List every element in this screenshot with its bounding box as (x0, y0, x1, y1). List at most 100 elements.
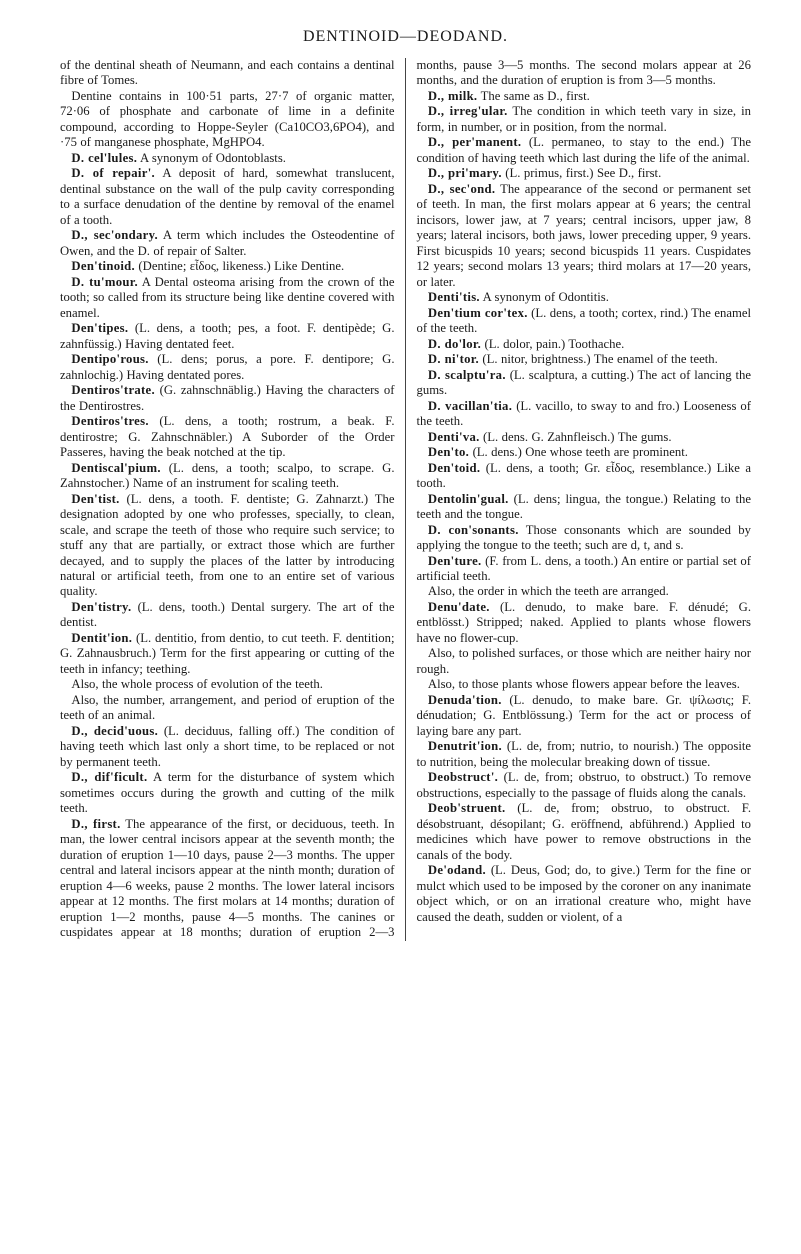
entry: Denu'date. (L. denudo, to make bare. F. … (417, 600, 752, 646)
headword: Den'tium cor'tex. (428, 306, 528, 320)
entry: Deobstruct'. (L. de, from; obstruo, to o… (417, 770, 752, 801)
entry: Dentolin'gual. (L. dens; lingua, the ton… (417, 492, 752, 523)
headword: De'odand. (428, 863, 486, 877)
entry: Den'toid. (L. dens, a tooth; Gr. εἶδος, … (417, 461, 752, 492)
entry: of the dentinal sheath of Neumann, and e… (60, 58, 395, 89)
entry-text: Also, the whole process of evolution of … (71, 677, 323, 691)
entry: D., sec'ond. The appearance of the secon… (417, 182, 752, 290)
headword: D., irreg'ular. (428, 104, 508, 118)
entry-text: (L. nitor, brightness.) The enamel of th… (479, 352, 718, 366)
entry: De'odand. (L. Deus, God; do, to give.) T… (417, 863, 752, 925)
entry: Den'to. (L. dens.) One whose teeth are p… (417, 445, 752, 460)
headword: D., pri'mary. (428, 166, 502, 180)
entry-text: A synonym of Odontoblasts. (137, 151, 286, 165)
entry: Dentiros'trate. (G. zahnschnäblig.) Havi… (60, 383, 395, 414)
headword: D. con'sonants. (428, 523, 519, 537)
headword: D. tu'mour. (71, 275, 138, 289)
entry: D., irreg'ular. The condition in which t… (417, 104, 752, 135)
entry: Dentiros'tres. (L. dens, a tooth; rostru… (60, 414, 395, 460)
headword: Dentolin'gual. (428, 492, 509, 506)
entry: Deob'struent. (L. de, from; obstruo, to … (417, 801, 752, 863)
entry: D. of repair'. A deposit of hard, somewh… (60, 166, 395, 228)
headword: Den'to. (428, 445, 469, 459)
entry: Dentiscal'pium. (L. dens, a tooth; scalp… (60, 461, 395, 492)
entry: D. scalptu'ra. (L. scalptura, a cutting.… (417, 368, 752, 399)
entry: Dentine contains in 100·51 parts, 27·7 o… (60, 89, 395, 151)
entry: D., pri'mary. (L. primus, first.) See D.… (417, 166, 752, 181)
running-head: DENTINOID—DEODAND. (60, 28, 751, 46)
entry: D. con'sonants. Those consonants which a… (417, 523, 752, 554)
headword: Den'tinoid. (71, 259, 135, 273)
entry-text: Also, to polished surfaces, or those whi… (417, 646, 752, 675)
headword: Dentiscal'pium. (71, 461, 160, 475)
headword: D., sec'ond. (428, 182, 495, 196)
entry: D., milk. The same as D., first. (417, 89, 752, 104)
entry: Also, the order in which the teeth are a… (417, 584, 752, 599)
dictionary-columns: of the dentinal sheath of Neumann, and e… (60, 58, 751, 941)
entry: D., sec'ondary. A term which includes th… (60, 228, 395, 259)
entry-text: (Dentine; εἶδος, likeness.) Like Dentine… (135, 259, 344, 273)
headword: Den'ture. (428, 554, 482, 568)
entry: D. do'lor. (L. dolor, pain.) Toothache. (417, 337, 752, 352)
entry: Dentit'ion. (L. dentitio, from dentio, t… (60, 631, 395, 677)
entry: D., per'manent. (L. permaneo, to stay to… (417, 135, 752, 166)
page: DENTINOID—DEODAND. of the dentinal sheat… (0, 0, 801, 981)
entry: Dentipo'rous. (L. dens; porus, a pore. F… (60, 352, 395, 383)
entry-text: Also, the order in which the teeth are a… (428, 584, 669, 598)
headword: D. do'lor. (428, 337, 481, 351)
headword: Den'toid. (428, 461, 480, 475)
entry: D., decid'uous. (L. deciduus, falling of… (60, 724, 395, 770)
headword: Denu'date. (428, 600, 490, 614)
headword: Den'tipes. (71, 321, 128, 335)
headword: Denti'va. (428, 430, 480, 444)
entry: Also, to polished surfaces, or those whi… (417, 646, 752, 677)
entry: D. vacillan'tia. (L. vacillo, to sway to… (417, 399, 752, 430)
entry-text: (L. dens. G. Zahnfleisch.) The gums. (480, 430, 672, 444)
headword: Deobstruct'. (428, 770, 498, 784)
entry-text: (L. dens.) One whose teeth are prominent… (469, 445, 688, 459)
entry: Den'tist. (L. dens, a tooth. F. dentiste… (60, 492, 395, 600)
entry: Den'ture. (F. from L. dens, a tooth.) An… (417, 554, 752, 585)
entry-text: (L. dolor, pain.) Toothache. (481, 337, 624, 351)
headword: Den'tist. (71, 492, 119, 506)
entry-text: (L. primus, first.) See D., first. (502, 166, 661, 180)
headword: Dentipo'rous. (71, 352, 148, 366)
headword: D. cel'lules. (71, 151, 137, 165)
entry-text: The same as D., first. (477, 89, 589, 103)
headword: Deob'struent. (428, 801, 506, 815)
headword: D., milk. (428, 89, 477, 103)
headword: Den'tistry. (71, 600, 131, 614)
entry: Denuda'tion. (L. denudo, to make bare. G… (417, 693, 752, 739)
entry: Denutrit'ion. (L. de, from; nutrio, to n… (417, 739, 752, 770)
entry-text: (L. dens, a tooth. F. dentiste; G. Zahna… (60, 492, 395, 599)
entry: D. ni'tor. (L. nitor, brightness.) The e… (417, 352, 752, 367)
headword: D., per'manent. (428, 135, 521, 149)
entry-text: Also, the number, arrangement, and perio… (60, 693, 395, 722)
entry: Also, the whole process of evolution of … (60, 677, 395, 692)
entry-text: Also, to those plants whose flowers appe… (428, 677, 740, 691)
headword: Denuda'tion. (428, 693, 502, 707)
headword: Denutrit'ion. (428, 739, 502, 753)
headword: D. scalptu'ra. (428, 368, 506, 382)
entry: Denti'tis. A synonym of Odontitis. (417, 290, 752, 305)
entry: Den'tipes. (L. dens, a tooth; pes, a foo… (60, 321, 395, 352)
headword: D., sec'ondary. (71, 228, 158, 242)
headword: Dentiros'trate. (71, 383, 155, 397)
entry-text: A synonym of Odontitis. (480, 290, 609, 304)
headword: D. of repair'. (71, 166, 155, 180)
entry: Den'tistry. (L. dens, tooth.) Dental sur… (60, 600, 395, 631)
headword: D. vacillan'tia. (428, 399, 512, 413)
entry-text: The appearance of the second or permanen… (417, 182, 752, 289)
headword: D., decid'uous. (71, 724, 158, 738)
headword: Dentit'ion. (71, 631, 132, 645)
entry: D. cel'lules. A synonym of Odontoblasts. (60, 151, 395, 166)
headword: D., first. (71, 817, 120, 831)
entry: Den'tium cor'tex. (L. dens, a tooth; cor… (417, 306, 752, 337)
entry: Also, the number, arrangement, and perio… (60, 693, 395, 724)
entry: Denti'va. (L. dens. G. Zahnfleisch.) The… (417, 430, 752, 445)
entry: Also, to those plants whose flowers appe… (417, 677, 752, 692)
entry: D. tu'mour. A Dental osteoma arising fro… (60, 275, 395, 321)
headword: D., dif'ficult. (71, 770, 147, 784)
headword: Dentiros'tres. (71, 414, 148, 428)
entry-text: of the dentinal sheath of Neumann, and e… (60, 58, 395, 87)
